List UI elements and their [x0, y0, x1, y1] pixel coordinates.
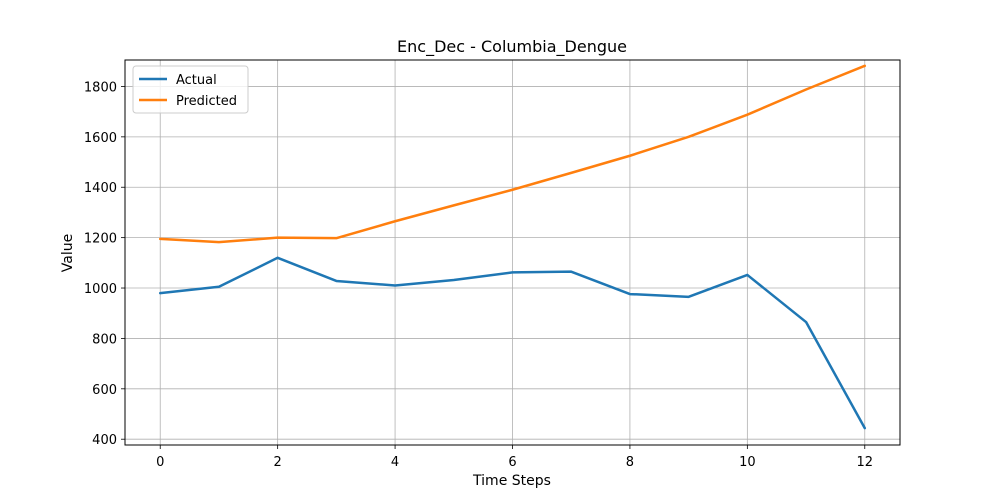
y-axis-label: Value — [60, 234, 76, 272]
x-tick-label: 10 — [739, 455, 756, 470]
legend-label-predicted: Predicted — [176, 94, 237, 109]
series-line-predicted — [158, 64, 867, 244]
legend: Actual Predicted — [132, 65, 249, 114]
y-ticks: 400 600 800 1000 1200 1400 1600 1800 — [84, 80, 125, 448]
legend-label-actual: Actual — [176, 73, 217, 88]
y-tick-label: 1600 — [84, 131, 117, 146]
y-tick-label: 1200 — [84, 232, 117, 247]
x-ticks: 0 2 4 6 8 10 12 — [156, 445, 873, 470]
grid — [125, 60, 900, 445]
chart-title: Enc_Dec - Columbia_Dengue — [397, 37, 627, 57]
x-axis-label: Time Steps — [472, 473, 551, 489]
y-tick-label: 1400 — [84, 181, 117, 196]
x-tick-label: 0 — [156, 455, 164, 470]
x-tick-label: 2 — [274, 455, 282, 470]
series-line-actual — [158, 256, 867, 430]
series-layer — [158, 64, 867, 430]
y-tick-label: 400 — [92, 433, 117, 448]
x-tick-label: 8 — [626, 455, 634, 470]
x-tick-label: 6 — [508, 455, 516, 470]
y-tick-label: 600 — [92, 383, 117, 398]
y-tick-label: 1800 — [84, 80, 117, 95]
x-tick-label: 12 — [856, 455, 873, 470]
x-tick-label: 4 — [391, 455, 399, 470]
y-tick-label: 1000 — [84, 282, 117, 297]
y-tick-label: 800 — [92, 332, 117, 347]
